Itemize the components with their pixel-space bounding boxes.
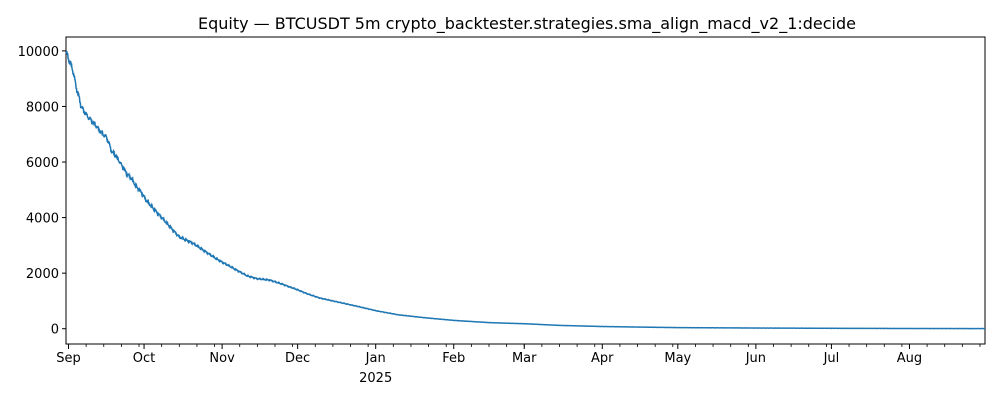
y-tick-label: 4000	[26, 212, 59, 227]
chart-title: Equity — BTCUSDT 5m crypto_backtester.st…	[198, 14, 856, 34]
x-tick-label: Nov	[209, 351, 235, 366]
y-tick-label: 6000	[26, 156, 59, 171]
x-tick-label: Jan	[365, 351, 386, 366]
x-tick-label: Oct	[133, 351, 155, 366]
equity-line-series	[65, 50, 986, 330]
x-tick-label: Aug	[897, 351, 922, 366]
y-tick-label: 2000	[26, 267, 59, 282]
x-tick-label: Dec	[285, 351, 310, 366]
x-axis: Sep Oct Nov Dec Jan 2025 Feb Mar Apr May Jun Jul Aug	[56, 344, 981, 386]
y-tick-label: 0	[51, 323, 59, 338]
x-tick-label: Apr	[591, 351, 614, 366]
x-tick-label: Feb	[442, 351, 465, 366]
y-tick-label: 10000	[18, 45, 59, 60]
x-tick-year-label: 2025	[359, 371, 392, 386]
x-tick-label: Sep	[56, 351, 81, 366]
plot-frame	[65, 36, 986, 345]
y-axis: 0 2000 4000 6000 8000 10000	[18, 45, 66, 338]
x-tick-label: Jun	[745, 351, 766, 366]
x-tick-label: Jul	[823, 351, 840, 366]
y-tick-label: 8000	[26, 100, 59, 115]
x-tick-label: Mar	[512, 351, 537, 366]
x-tick-label: May	[664, 351, 691, 366]
